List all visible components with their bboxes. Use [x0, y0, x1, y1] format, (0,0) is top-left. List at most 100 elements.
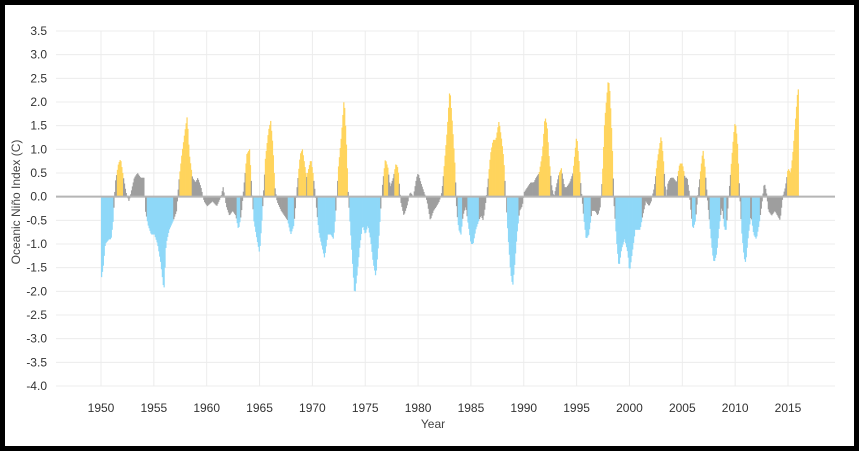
oni-bar [291, 196, 293, 232]
oni-bar [122, 173, 124, 197]
oni-bar [370, 196, 372, 244]
oni-bar [110, 196, 112, 238]
oni-bar [513, 196, 515, 275]
oni-bar [752, 196, 754, 233]
oni-bar [254, 196, 256, 227]
oni-bar [366, 196, 369, 227]
oni-bar [770, 196, 772, 215]
oni-bar [241, 196, 244, 201]
oni-bar [180, 163, 182, 197]
oni-bar [622, 196, 624, 245]
oni-bar [427, 196, 429, 209]
oni-bar [525, 189, 527, 197]
oni-bar [669, 179, 671, 197]
y-axis-ticks: 3.5 3.0 2.5 2.0 1.5 1.0 0.5 0.0 -0.5 -1.0 -1.5 -2.0… [26, 24, 47, 393]
oni-bar [324, 196, 326, 253]
oni-bar [342, 114, 344, 197]
oni-bar [273, 173, 275, 197]
oni-bar [618, 196, 620, 264]
oni-bar [535, 178, 537, 197]
oni-bar [357, 196, 359, 267]
oni-bar [186, 117, 188, 197]
x-tick-label: 1980 [405, 401, 432, 415]
oni-bar [367, 196, 370, 228]
oni-bar [683, 171, 685, 197]
oni-bar [768, 196, 770, 212]
oni-bar [319, 196, 321, 238]
oni-bar [348, 196, 350, 208]
oni-bar [421, 186, 423, 197]
oni-bar [555, 187, 557, 197]
oni-bar [731, 152, 733, 197]
oni-bar [673, 178, 675, 197]
oni-bar [321, 196, 323, 246]
oni-bar [610, 128, 613, 197]
oni-bar [418, 178, 421, 197]
oni-bar [788, 170, 791, 197]
oni-bar [595, 196, 597, 212]
oni-bar [115, 180, 117, 197]
oni-bar [733, 131, 735, 197]
oni-bar [624, 196, 626, 240]
oni-bar [613, 196, 615, 207]
x-tick-label: 1950 [88, 401, 115, 415]
oni-bar [424, 194, 426, 197]
oni-bar [147, 196, 149, 226]
oni-bar [306, 176, 308, 197]
oni-bar [113, 196, 115, 208]
oni-bar [467, 196, 469, 223]
oni-bar [748, 196, 750, 231]
oni-bar [352, 196, 355, 278]
oni-bar [197, 179, 200, 197]
oni-bar [145, 196, 147, 212]
oni-bar [574, 147, 577, 197]
oni-bar [165, 196, 167, 248]
oni-bar [160, 196, 162, 262]
oni-bar [632, 196, 634, 250]
oni-bar [570, 178, 572, 197]
oni-bar [787, 170, 789, 197]
oni-bar [795, 106, 798, 197]
oni-bar [776, 196, 778, 215]
oni-bar [493, 139, 496, 197]
oni-bar [634, 196, 636, 230]
oni-bar [358, 196, 360, 258]
oni-bar [714, 196, 717, 258]
oni-bar [200, 187, 202, 197]
oni-bar [331, 196, 333, 238]
oni-bar [154, 196, 156, 238]
oni-bar [238, 196, 240, 227]
oni-bar [685, 177, 688, 197]
oni-bar [234, 196, 237, 216]
oni-bar [715, 196, 718, 255]
oni-bar [629, 196, 631, 269]
oni-bar [225, 196, 227, 203]
oni-bar [445, 145, 447, 197]
oni-bar [394, 169, 396, 197]
oni-bar [692, 196, 695, 228]
oni-bar [773, 196, 776, 212]
oni-bar [682, 166, 684, 197]
oni-bar [247, 152, 249, 197]
oni-bar [790, 168, 792, 197]
oni-bar [623, 196, 625, 242]
oni-bar [537, 174, 540, 197]
oni-bar [619, 196, 621, 258]
oni-bar [739, 196, 741, 202]
oni-bar [216, 196, 218, 206]
oni-bar [625, 196, 627, 244]
oni-bar [554, 191, 556, 197]
oni-bar [642, 196, 644, 214]
oni-bar [510, 196, 512, 276]
oni-bar [648, 196, 651, 206]
oni-bar [559, 172, 561, 197]
oni-bar [181, 155, 183, 197]
oni-bar [135, 175, 137, 197]
oni-bar [118, 161, 120, 197]
oni-bar [241, 196, 243, 211]
oni-bar [377, 196, 379, 249]
oni-bar [780, 196, 782, 216]
oni-bar [416, 176, 418, 197]
oni-bar [395, 164, 397, 197]
oni-bar [628, 196, 630, 269]
